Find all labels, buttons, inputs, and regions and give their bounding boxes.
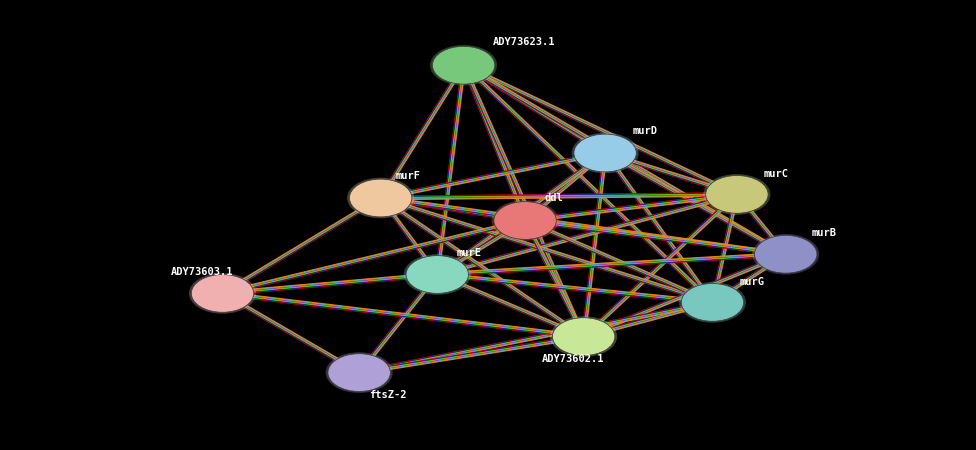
Ellipse shape: [552, 318, 615, 356]
Ellipse shape: [189, 273, 256, 314]
Text: murF: murF: [395, 171, 421, 181]
Text: murG: murG: [740, 277, 765, 287]
Text: ddl: ddl: [545, 194, 563, 203]
Text: ADY73623.1: ADY73623.1: [493, 37, 555, 47]
Ellipse shape: [754, 235, 817, 273]
Ellipse shape: [706, 176, 768, 213]
Text: ADY73602.1: ADY73602.1: [542, 354, 604, 364]
Ellipse shape: [704, 174, 770, 215]
Ellipse shape: [406, 256, 468, 293]
Ellipse shape: [404, 254, 470, 295]
Ellipse shape: [572, 133, 638, 173]
Text: murE: murE: [457, 248, 482, 258]
Ellipse shape: [492, 200, 558, 241]
Ellipse shape: [326, 352, 392, 393]
Ellipse shape: [432, 46, 495, 84]
Text: murC: murC: [763, 169, 789, 179]
Text: ftsZ-2: ftsZ-2: [369, 390, 406, 400]
Ellipse shape: [574, 134, 636, 172]
Text: murD: murD: [632, 126, 658, 136]
Ellipse shape: [550, 316, 617, 357]
Ellipse shape: [679, 282, 746, 323]
Ellipse shape: [752, 234, 819, 274]
Text: ADY73603.1: ADY73603.1: [171, 267, 233, 277]
Ellipse shape: [494, 202, 556, 239]
Ellipse shape: [191, 274, 254, 312]
Ellipse shape: [349, 179, 412, 217]
Ellipse shape: [430, 45, 497, 86]
Ellipse shape: [328, 354, 390, 392]
Ellipse shape: [347, 178, 414, 218]
Text: murB: murB: [812, 229, 837, 238]
Ellipse shape: [681, 284, 744, 321]
